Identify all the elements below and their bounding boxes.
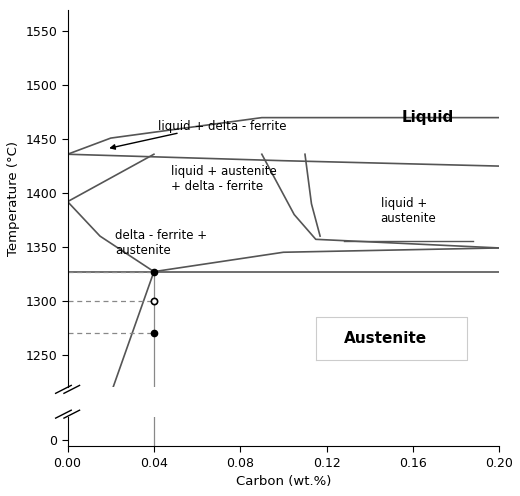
- Text: delta - ferrite +
austenite: delta - ferrite + austenite: [115, 229, 207, 256]
- Text: Liquid: Liquid: [402, 110, 454, 125]
- Text: liquid + delta - ferrite: liquid + delta - ferrite: [158, 120, 287, 133]
- Y-axis label: Temperature (°C): Temperature (°C): [7, 141, 20, 256]
- Text: liquid +
austenite: liquid + austenite: [381, 197, 436, 225]
- Text: Austenite: Austenite: [344, 331, 427, 346]
- Text: liquid + austenite
+ delta - ferrite: liquid + austenite + delta - ferrite: [171, 165, 277, 193]
- X-axis label: Carbon (wt.%): Carbon (wt.%): [236, 475, 331, 489]
